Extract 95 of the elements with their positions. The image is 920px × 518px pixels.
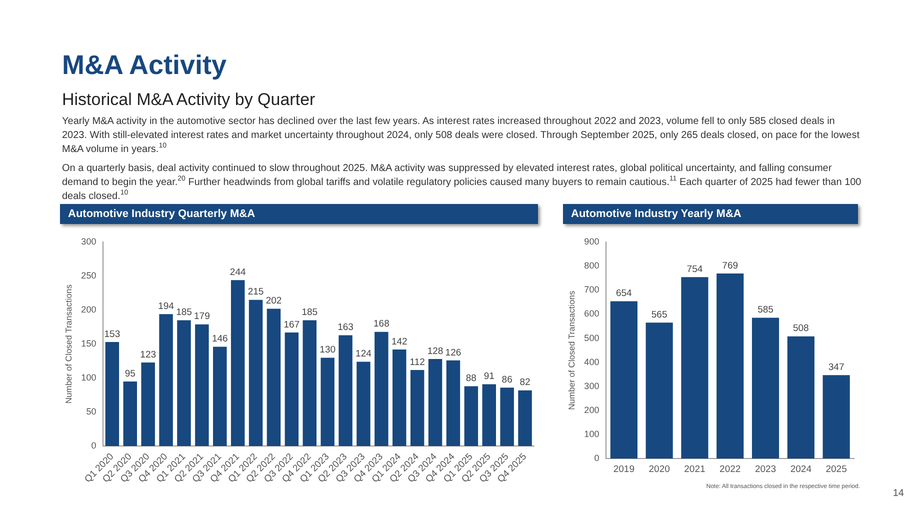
x-tick-label: 2019 bbox=[613, 464, 634, 475]
bar bbox=[410, 370, 424, 446]
data-label: 185 bbox=[176, 307, 192, 318]
bar bbox=[213, 346, 227, 446]
bar bbox=[500, 388, 514, 446]
bar bbox=[752, 318, 780, 459]
x-tick-label: 2025 bbox=[826, 464, 847, 475]
bar bbox=[518, 390, 532, 446]
y-tick-label: 800 bbox=[584, 260, 600, 271]
bar bbox=[681, 277, 708, 459]
data-label: 163 bbox=[338, 322, 354, 334]
y-tick-label: 300 bbox=[81, 236, 96, 246]
x-tick-label: 2022 bbox=[720, 464, 741, 475]
bar bbox=[230, 280, 245, 446]
x-tick-label: 2021 bbox=[684, 464, 706, 475]
data-label: 167 bbox=[284, 319, 300, 330]
data-label: 194 bbox=[158, 301, 174, 312]
bar bbox=[177, 320, 191, 446]
y-tick-label: 500 bbox=[584, 332, 600, 343]
bar bbox=[123, 382, 138, 446]
data-label: 153 bbox=[104, 328, 120, 340]
bar bbox=[266, 308, 281, 446]
bar bbox=[464, 386, 478, 446]
y-tick-label: 200 bbox=[81, 304, 96, 315]
data-label: 754 bbox=[686, 264, 703, 276]
bar bbox=[248, 300, 263, 446]
bar bbox=[428, 359, 442, 446]
data-label: 585 bbox=[758, 304, 774, 316]
data-label: 168 bbox=[374, 318, 390, 330]
y-tick-label: 250 bbox=[81, 270, 96, 281]
bar bbox=[482, 384, 496, 446]
text: M&A Activity bbox=[62, 50, 227, 81]
data-label: 179 bbox=[194, 311, 210, 322]
bar bbox=[195, 324, 209, 446]
data-label: 95 bbox=[124, 368, 136, 380]
chart-title: Automotive Industry Yearly M&A bbox=[563, 204, 858, 224]
data-label: 244 bbox=[230, 266, 246, 278]
data-label: 91 bbox=[484, 371, 494, 382]
data-label: 124 bbox=[356, 348, 372, 360]
data-label: 347 bbox=[828, 362, 844, 373]
y-tick-label: 100 bbox=[81, 372, 96, 383]
data-label: 88 bbox=[466, 373, 476, 384]
y-tick-label: 600 bbox=[584, 308, 600, 319]
data-label: 146 bbox=[212, 334, 228, 345]
bar bbox=[716, 274, 744, 459]
chart-title: Automotive Industry Quarterly M&A bbox=[60, 204, 538, 224]
x-tick-label: 2020 bbox=[648, 464, 670, 475]
text: Yearly M&A activity in the automotive sector has declined over the last few years. As interest rates increased throughout 2022 and 2023, volume fell to only 585 closed deals in 2023. With still-elevated interest rates and market uncertainty throughout 2024, only 508 deals were closed. Through September 2025, only 265 deals closed, on pace for the lowest M&A volume in years.$^{10}$ bbox=[62, 115, 861, 157]
y-tick-label: 900 bbox=[584, 236, 600, 246]
bar bbox=[646, 322, 673, 459]
bar bbox=[105, 342, 120, 446]
text: 14 bbox=[892, 488, 904, 499]
y-tick-label: 50 bbox=[86, 406, 96, 417]
y-tick-label: 0 bbox=[594, 453, 600, 464]
text: Historical M&A Activity by Quarter bbox=[62, 90, 316, 110]
y-axis-title: Number of Closed Transactions bbox=[63, 284, 74, 404]
bar bbox=[822, 375, 850, 459]
y-tick-label: 0 bbox=[91, 440, 96, 451]
bar bbox=[284, 332, 299, 446]
y-tick-label: 700 bbox=[584, 284, 600, 295]
bar bbox=[610, 301, 638, 459]
y-tick-label: 100 bbox=[584, 429, 600, 440]
data-label: 202 bbox=[266, 296, 282, 307]
bar bbox=[302, 320, 316, 446]
bar bbox=[159, 314, 173, 446]
y-tick-label: 150 bbox=[81, 338, 96, 349]
x-tick-label: 2023 bbox=[754, 464, 776, 475]
y-tick-label: 400 bbox=[584, 356, 600, 367]
data-label: 126 bbox=[445, 347, 462, 358]
bar bbox=[141, 362, 155, 446]
bar bbox=[787, 336, 814, 459]
y-axis-title: Number of Closed Transactions bbox=[566, 290, 576, 410]
data-label: 185 bbox=[302, 307, 318, 318]
data-label: 508 bbox=[792, 323, 809, 334]
bar bbox=[338, 335, 352, 446]
data-label: 654 bbox=[616, 288, 632, 300]
y-tick-label: 200 bbox=[584, 404, 600, 415]
data-label: 112 bbox=[410, 356, 425, 368]
data-label: 82 bbox=[520, 377, 530, 388]
bar bbox=[374, 332, 388, 446]
x-tick-label: 2024 bbox=[790, 464, 812, 475]
data-label: 565 bbox=[651, 310, 668, 320]
data-label: 142 bbox=[391, 336, 408, 348]
data-label: 769 bbox=[722, 260, 738, 272]
y-tick-label: 300 bbox=[584, 380, 600, 391]
data-label: 86 bbox=[502, 374, 512, 386]
data-label: 123 bbox=[140, 349, 156, 360]
data-label: 215 bbox=[248, 286, 264, 298]
bar bbox=[446, 360, 460, 446]
bar bbox=[320, 358, 334, 446]
data-label: 130 bbox=[320, 344, 336, 356]
bar bbox=[392, 350, 406, 446]
bar bbox=[356, 362, 370, 446]
text: On a quarterly basis, deal activity continued to slow throughout 2025. M&A activity was suppressed by elevated interest rates, global political uncertainty, and falling consumer demand to begin the year.$^{20}$ Further headwinds from global tariffs and volatile regulatory policies caused many buyers to remain cautious.$^{11}$ Each quarter of 2025 had fewer than 100 deals closed.$^{10}$ bbox=[62, 163, 862, 202]
data-label: 128 bbox=[427, 346, 444, 357]
